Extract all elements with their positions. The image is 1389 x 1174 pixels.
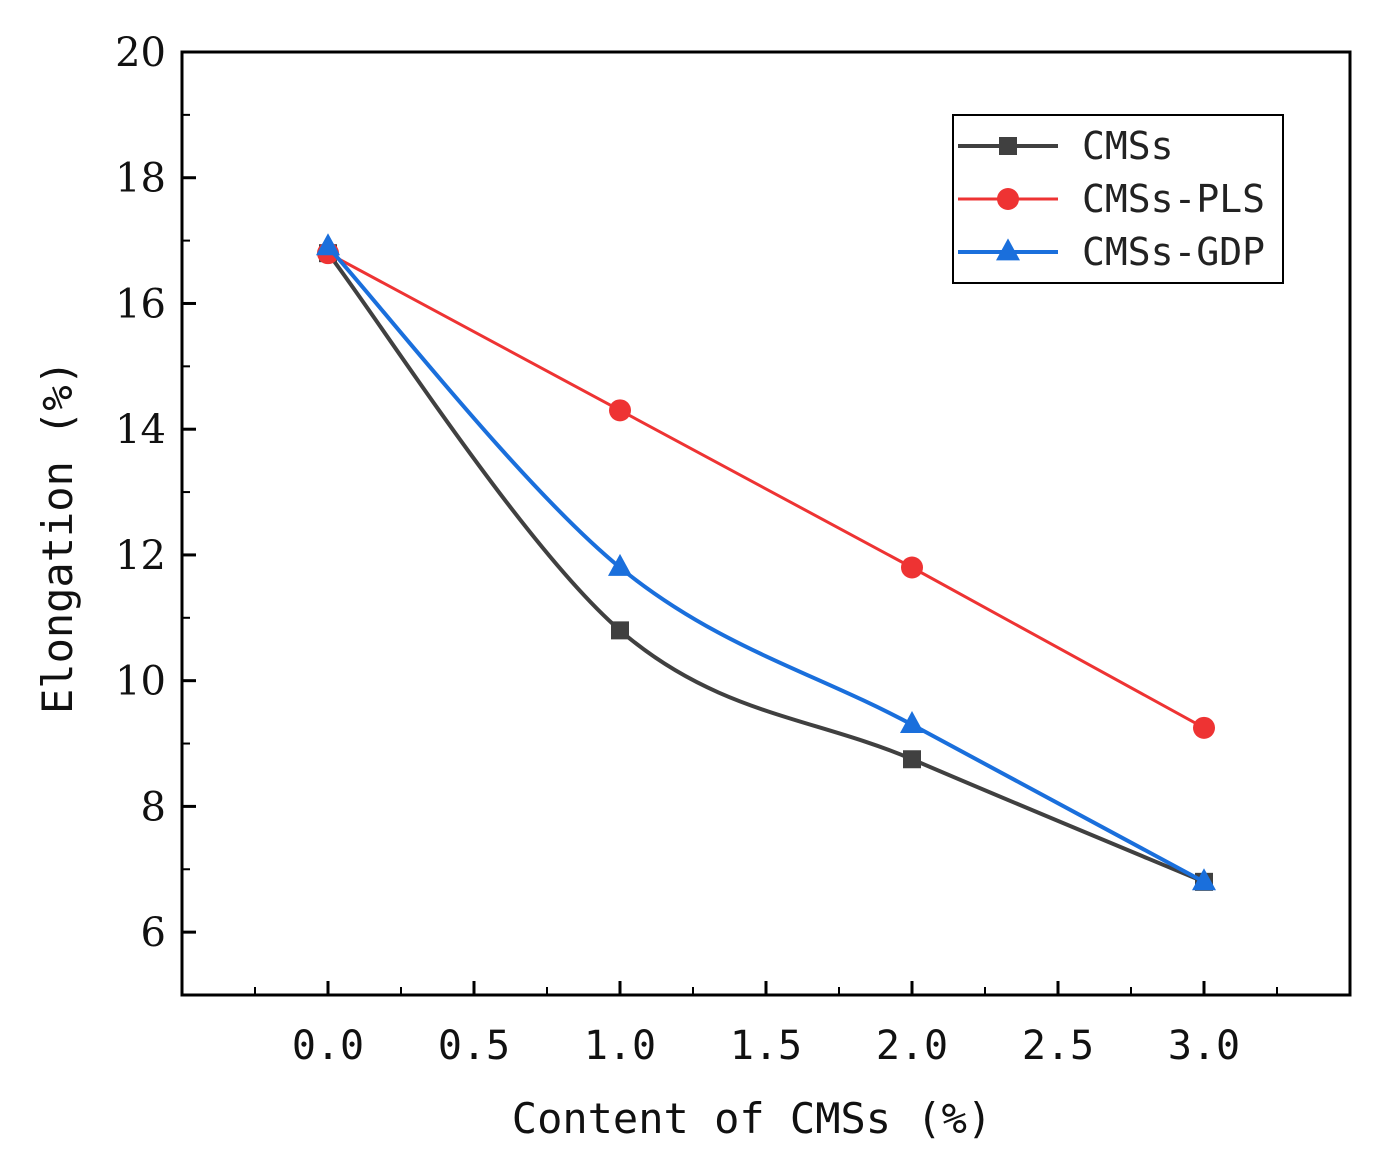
legend-swatch-marker: [997, 188, 1019, 210]
x-tick-label: 0.5: [438, 1023, 510, 1069]
data-point: [608, 553, 632, 576]
legend-swatch-marker: [999, 137, 1017, 155]
y-tick-label: 10: [115, 659, 166, 705]
y-tick-label: 8: [141, 784, 166, 830]
data-point: [611, 621, 629, 640]
series-cmss-gdp: [316, 233, 1216, 891]
data-point: [900, 711, 924, 734]
x-tick-label: 2.0: [876, 1023, 948, 1069]
series-line: [326, 251, 1205, 884]
y-tick-label: 20: [115, 30, 166, 76]
legend-items: CMSs CMSs-PLS CMSs-GDP: [958, 124, 1265, 274]
legend-label: CMSs: [1082, 124, 1174, 168]
data-point: [1193, 716, 1215, 739]
y-tick-label: 6: [141, 910, 166, 956]
x-tick-label: 0.0: [292, 1023, 364, 1069]
y-tick-label: 18: [115, 156, 166, 202]
x-axis-title: Content of CMSs (%): [512, 1094, 992, 1143]
x-tick-label: 3.0: [1168, 1023, 1240, 1069]
data-point: [316, 233, 340, 256]
data-point: [901, 556, 923, 579]
series-line: [327, 251, 1205, 730]
legend: CMSs CMSs-PLS CMSs-GDP: [952, 114, 1284, 284]
series-layer: [316, 233, 1216, 891]
data-point: [903, 750, 921, 769]
x-axis-ticks: 0.0 0.5 1.0 1.5 2.0 2.5 3.0: [254, 981, 1278, 1069]
legend-item: CMSs-GDP: [958, 230, 1265, 274]
data-point: [609, 399, 631, 422]
legend-item: CMSs-PLS: [958, 177, 1265, 221]
series-line: [326, 245, 1205, 884]
legend-item: CMSs: [958, 124, 1174, 168]
y-tick-label: 16: [115, 281, 166, 327]
y-tick-label: 14: [115, 407, 166, 453]
y-tick-label: 12: [115, 533, 166, 579]
legend-label: CMSs-GDP: [1082, 230, 1265, 274]
y-axis-title: Elongation (%): [33, 360, 82, 714]
data-point: [1192, 868, 1216, 891]
legend-label: CMSs-PLS: [1082, 177, 1265, 221]
x-tick-label: 2.5: [1022, 1023, 1094, 1069]
x-tick-label: 1.5: [730, 1023, 802, 1069]
x-tick-label: 1.0: [584, 1023, 656, 1069]
y-axis-ticks: 6 8 10 12 14 16 18 20: [115, 30, 196, 996]
legend-swatch-marker: [996, 238, 1020, 261]
